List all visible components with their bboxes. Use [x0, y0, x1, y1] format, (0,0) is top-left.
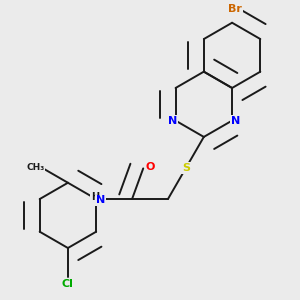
Text: Cl: Cl: [62, 280, 74, 290]
Text: S: S: [182, 163, 190, 173]
Text: O: O: [146, 162, 155, 172]
Text: N: N: [96, 196, 105, 206]
Text: Br: Br: [228, 4, 242, 14]
Text: CH₃: CH₃: [26, 163, 44, 172]
Text: N: N: [231, 116, 240, 126]
Text: N: N: [167, 116, 177, 126]
Text: H: H: [91, 192, 99, 202]
